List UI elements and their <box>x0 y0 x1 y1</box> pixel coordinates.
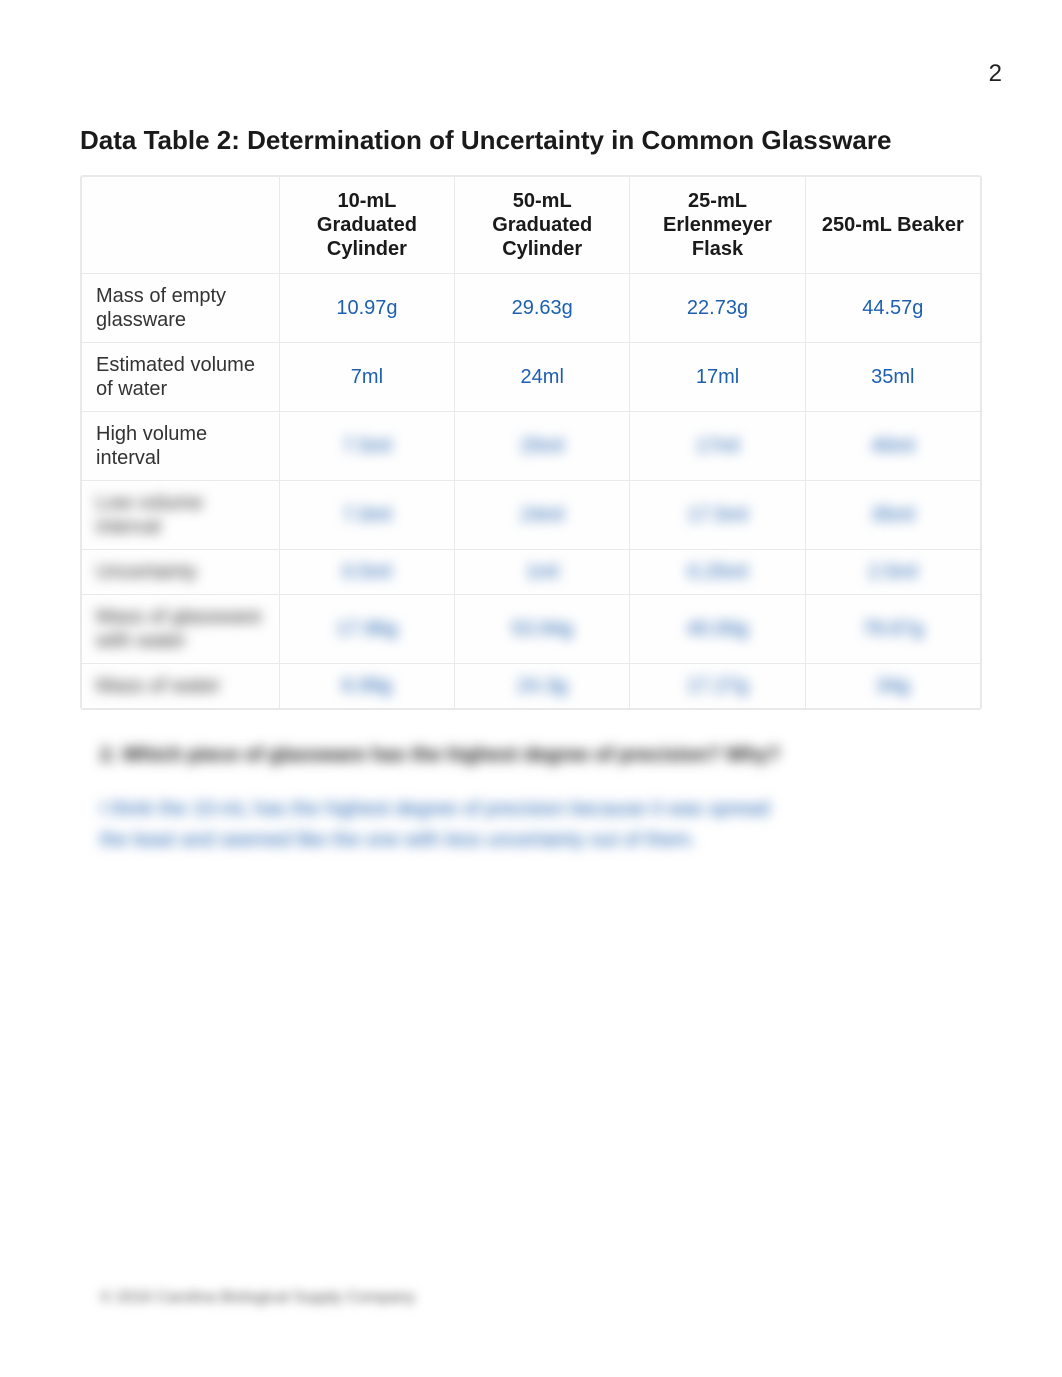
page-number: 2 <box>989 60 1002 88</box>
col-header-25ml: 25-mL Erlenmeyer Flask <box>630 176 805 273</box>
table-cell: 17ml <box>630 411 805 480</box>
table-cell: 34g <box>805 663 980 708</box>
table-cell: 25ml <box>455 411 630 480</box>
table-cell: 17.5ml <box>630 480 805 549</box>
table-cell: 10.97g <box>279 273 454 342</box>
question-text: 2. Which piece of glassware has the high… <box>100 740 982 770</box>
table-cell: 24.3g <box>455 663 630 708</box>
data-table: 10-mL Graduated Cylinder 50-mL Graduated… <box>80 175 982 710</box>
table-cell: 17.96g <box>279 594 454 663</box>
col-header-10ml: 10-mL Graduated Cylinder <box>279 176 454 273</box>
row-label: Mass of empty glassware <box>82 273 280 342</box>
table-row: Estimated volume of water7ml24ml17ml35ml <box>82 342 981 411</box>
table-row: Mass of empty glassware10.97g29.63g22.73… <box>82 273 981 342</box>
table-row: High volume interval7.5ml25ml17ml40ml <box>82 411 981 480</box>
table-cell: 1ml <box>455 549 630 594</box>
table-cell: 24ml <box>455 480 630 549</box>
table-cell: 7.0ml <box>279 480 454 549</box>
table-cell: 40ml <box>805 411 980 480</box>
table-cell: 53.94g <box>455 594 630 663</box>
row-label: Uncertainty <box>82 549 280 594</box>
table-cell: 44.57g <box>805 273 980 342</box>
table-row: Low volume interval7.0ml24ml17.5ml35ml <box>82 480 981 549</box>
row-label: Estimated volume of water <box>82 342 280 411</box>
table-cell: 17.27g <box>630 663 805 708</box>
table-cell: 2.5ml <box>805 549 980 594</box>
table-title: Data Table 2: Determination of Uncertain… <box>80 124 982 157</box>
table-cell: 0.5ml <box>279 549 454 594</box>
table-cell: 17ml <box>630 342 805 411</box>
table-cell: 24ml <box>455 342 630 411</box>
table-cell: 7ml <box>279 342 454 411</box>
table-cell: 78.67g <box>805 594 980 663</box>
answer-text: I think the 10-mL has the highest degree… <box>100 794 800 856</box>
row-label: High volume interval <box>82 411 280 480</box>
table-cell: 35ml <box>805 342 980 411</box>
col-header-blank <box>82 176 280 273</box>
page: 2 Data Table 2: Determination of Uncerta… <box>0 0 1062 1377</box>
col-header-250ml: 250-mL Beaker <box>805 176 980 273</box>
table-cell: 29.63g <box>455 273 630 342</box>
table-cell: 0.25ml <box>630 549 805 594</box>
table-row: Mass of water6.99g24.3g17.27g34g <box>82 663 981 708</box>
table-header-row: 10-mL Graduated Cylinder 50-mL Graduated… <box>82 176 981 273</box>
col-header-50ml: 50-mL Graduated Cylinder <box>455 176 630 273</box>
table-cell: 6.99g <box>279 663 454 708</box>
table-cell: 7.5ml <box>279 411 454 480</box>
row-label: Low volume interval <box>82 480 280 549</box>
table-row: Uncertainty0.5ml1ml0.25ml2.5ml <box>82 549 981 594</box>
row-label: Mass of glassware with water <box>82 594 280 663</box>
copyright-footer: © 2016 Carolina Biological Supply Compan… <box>100 1289 415 1307</box>
table-cell: 35ml <box>805 480 980 549</box>
table-cell: 40.00g <box>630 594 805 663</box>
row-label: Mass of water <box>82 663 280 708</box>
table-cell: 22.73g <box>630 273 805 342</box>
table-row: Mass of glassware with water17.96g53.94g… <box>82 594 981 663</box>
question-block: 2. Which piece of glassware has the high… <box>80 740 982 856</box>
